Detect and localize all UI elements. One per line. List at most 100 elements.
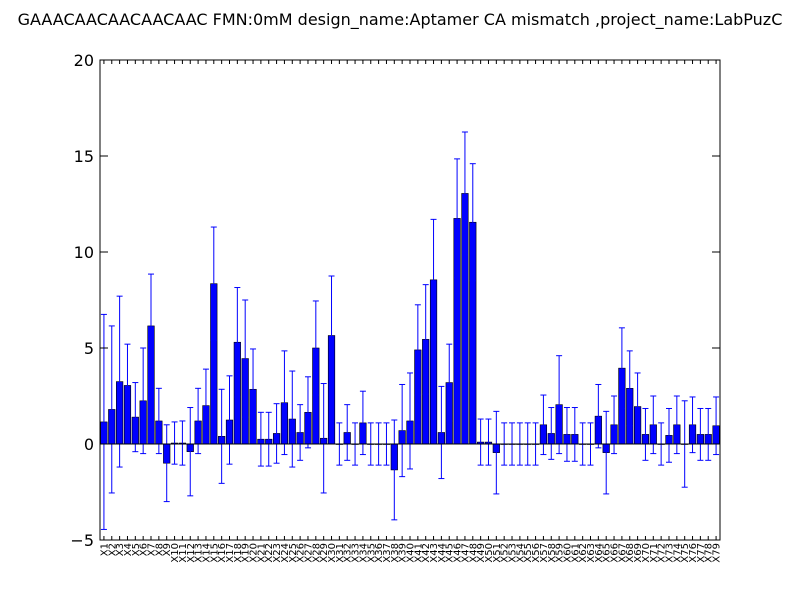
error-bar bbox=[665, 407, 672, 463]
x-tick-label: X46 bbox=[453, 543, 464, 563]
y-tick-label: 15 bbox=[74, 147, 94, 166]
error-bar bbox=[140, 347, 147, 455]
x-tick-label: X6 bbox=[139, 543, 150, 556]
x-tick-label: X53 bbox=[508, 543, 519, 563]
x-tick-label: X36 bbox=[374, 543, 385, 563]
x-tick-label: X31 bbox=[335, 543, 346, 563]
x-tick-label: X74 bbox=[672, 543, 683, 563]
x-tick-label: X20 bbox=[249, 543, 260, 563]
error-bar bbox=[422, 284, 429, 395]
x-tick-label: X50 bbox=[484, 543, 495, 563]
error-bar bbox=[289, 370, 296, 468]
error-bar bbox=[438, 385, 445, 480]
x-tick-label: X11 bbox=[178, 543, 189, 563]
error-bar bbox=[430, 218, 437, 341]
x-tick-label: X9 bbox=[162, 543, 173, 556]
error-bar bbox=[195, 387, 202, 455]
x-tick-label: X25 bbox=[288, 543, 299, 563]
x-tick-label: X75 bbox=[680, 543, 691, 563]
x-tick-label: X63 bbox=[586, 543, 597, 563]
error-bar bbox=[618, 327, 625, 409]
x-tick-label: X3 bbox=[115, 543, 126, 556]
x-tick-label: X60 bbox=[562, 543, 573, 563]
x-tick-label: X56 bbox=[531, 543, 542, 563]
x-tick-label: X30 bbox=[327, 543, 338, 563]
error-bar bbox=[100, 313, 107, 530]
x-tick-label: X32 bbox=[343, 543, 354, 563]
x-tick-label: X13 bbox=[194, 543, 205, 563]
error-bar bbox=[320, 383, 327, 494]
x-tick-label: X12 bbox=[186, 543, 197, 563]
error-bar bbox=[414, 304, 421, 396]
error-bar bbox=[297, 404, 304, 461]
x-tick-label: X59 bbox=[555, 543, 566, 563]
error-bar bbox=[132, 382, 139, 453]
x-tick-label: X7 bbox=[147, 543, 158, 556]
x-tick-label: X43 bbox=[429, 543, 440, 563]
x-tick-label: X68 bbox=[625, 543, 636, 563]
x-tick-label: X44 bbox=[437, 543, 448, 563]
error-bar bbox=[281, 350, 288, 456]
error-bar bbox=[595, 383, 602, 449]
error-bar bbox=[626, 350, 633, 427]
error-bar bbox=[469, 163, 476, 282]
ticks-layer: X1X2X3X4X5X6X7X8X9X10X11X12X13X14X15X16X… bbox=[70, 51, 722, 563]
y-tick-label: 20 bbox=[74, 51, 94, 70]
error-bar bbox=[124, 343, 131, 428]
x-tick-label: X21 bbox=[256, 543, 267, 563]
error-bar bbox=[218, 388, 225, 484]
error-bar bbox=[548, 407, 555, 460]
x-tick-label: X34 bbox=[358, 543, 369, 563]
error-bar bbox=[407, 372, 413, 470]
x-tick-label: X57 bbox=[539, 543, 550, 563]
x-tick-label: X42 bbox=[421, 543, 432, 563]
x-tick-label: X10 bbox=[170, 543, 181, 563]
x-tick-label: X5 bbox=[131, 543, 142, 556]
x-tick-label: X23 bbox=[272, 543, 283, 563]
x-tick-label: X47 bbox=[460, 543, 471, 563]
x-tick-label: X26 bbox=[296, 543, 307, 563]
error-bar bbox=[603, 410, 610, 495]
error-bar bbox=[187, 407, 194, 497]
error-bar bbox=[634, 372, 641, 441]
error-bar bbox=[163, 424, 170, 503]
error-bar bbox=[179, 420, 186, 466]
error-bar bbox=[312, 300, 319, 396]
y-tick-label: 5 bbox=[84, 339, 94, 358]
error-bar bbox=[257, 411, 264, 467]
chart-title: GAAACAACAACAACAAC FMN:0mM design_name:Ap… bbox=[18, 10, 783, 30]
error-bar bbox=[713, 396, 720, 456]
x-tick-label: X76 bbox=[688, 543, 699, 563]
x-tick-label: X29 bbox=[319, 543, 330, 563]
x-tick-label: X16 bbox=[217, 543, 228, 563]
x-tick-label: X79 bbox=[712, 543, 723, 563]
error-bar bbox=[556, 355, 563, 455]
x-tick-label: X69 bbox=[633, 543, 644, 563]
error-bar bbox=[116, 295, 123, 468]
error-bar bbox=[705, 407, 712, 461]
y-tick-label: 0 bbox=[84, 435, 94, 454]
x-tick-label: X64 bbox=[594, 543, 605, 563]
error-bar bbox=[642, 407, 649, 461]
x-tick-label: X22 bbox=[264, 543, 275, 563]
x-tick-label: X1 bbox=[99, 543, 110, 556]
x-tick-label: X55 bbox=[523, 543, 534, 563]
x-tick-label: X58 bbox=[547, 543, 558, 563]
error-bar bbox=[477, 418, 484, 466]
x-tick-label: X73 bbox=[664, 543, 675, 563]
error-bar bbox=[234, 287, 241, 398]
error-bar bbox=[328, 275, 335, 396]
error-bar bbox=[242, 299, 249, 418]
x-tick-label: X71 bbox=[649, 543, 660, 563]
x-tick-label: X65 bbox=[602, 543, 613, 563]
x-tick-label: X2 bbox=[107, 543, 118, 556]
error-bar bbox=[697, 407, 704, 461]
x-tick-label: X4 bbox=[123, 543, 134, 556]
x-tick-label: X49 bbox=[476, 543, 487, 563]
x-tick-label: X28 bbox=[311, 543, 322, 563]
x-tick-label: X39 bbox=[398, 543, 409, 563]
error-bar bbox=[563, 407, 570, 462]
error-bars-layer bbox=[100, 131, 720, 530]
x-tick-label: X40 bbox=[406, 543, 417, 563]
error-bar bbox=[446, 343, 453, 422]
